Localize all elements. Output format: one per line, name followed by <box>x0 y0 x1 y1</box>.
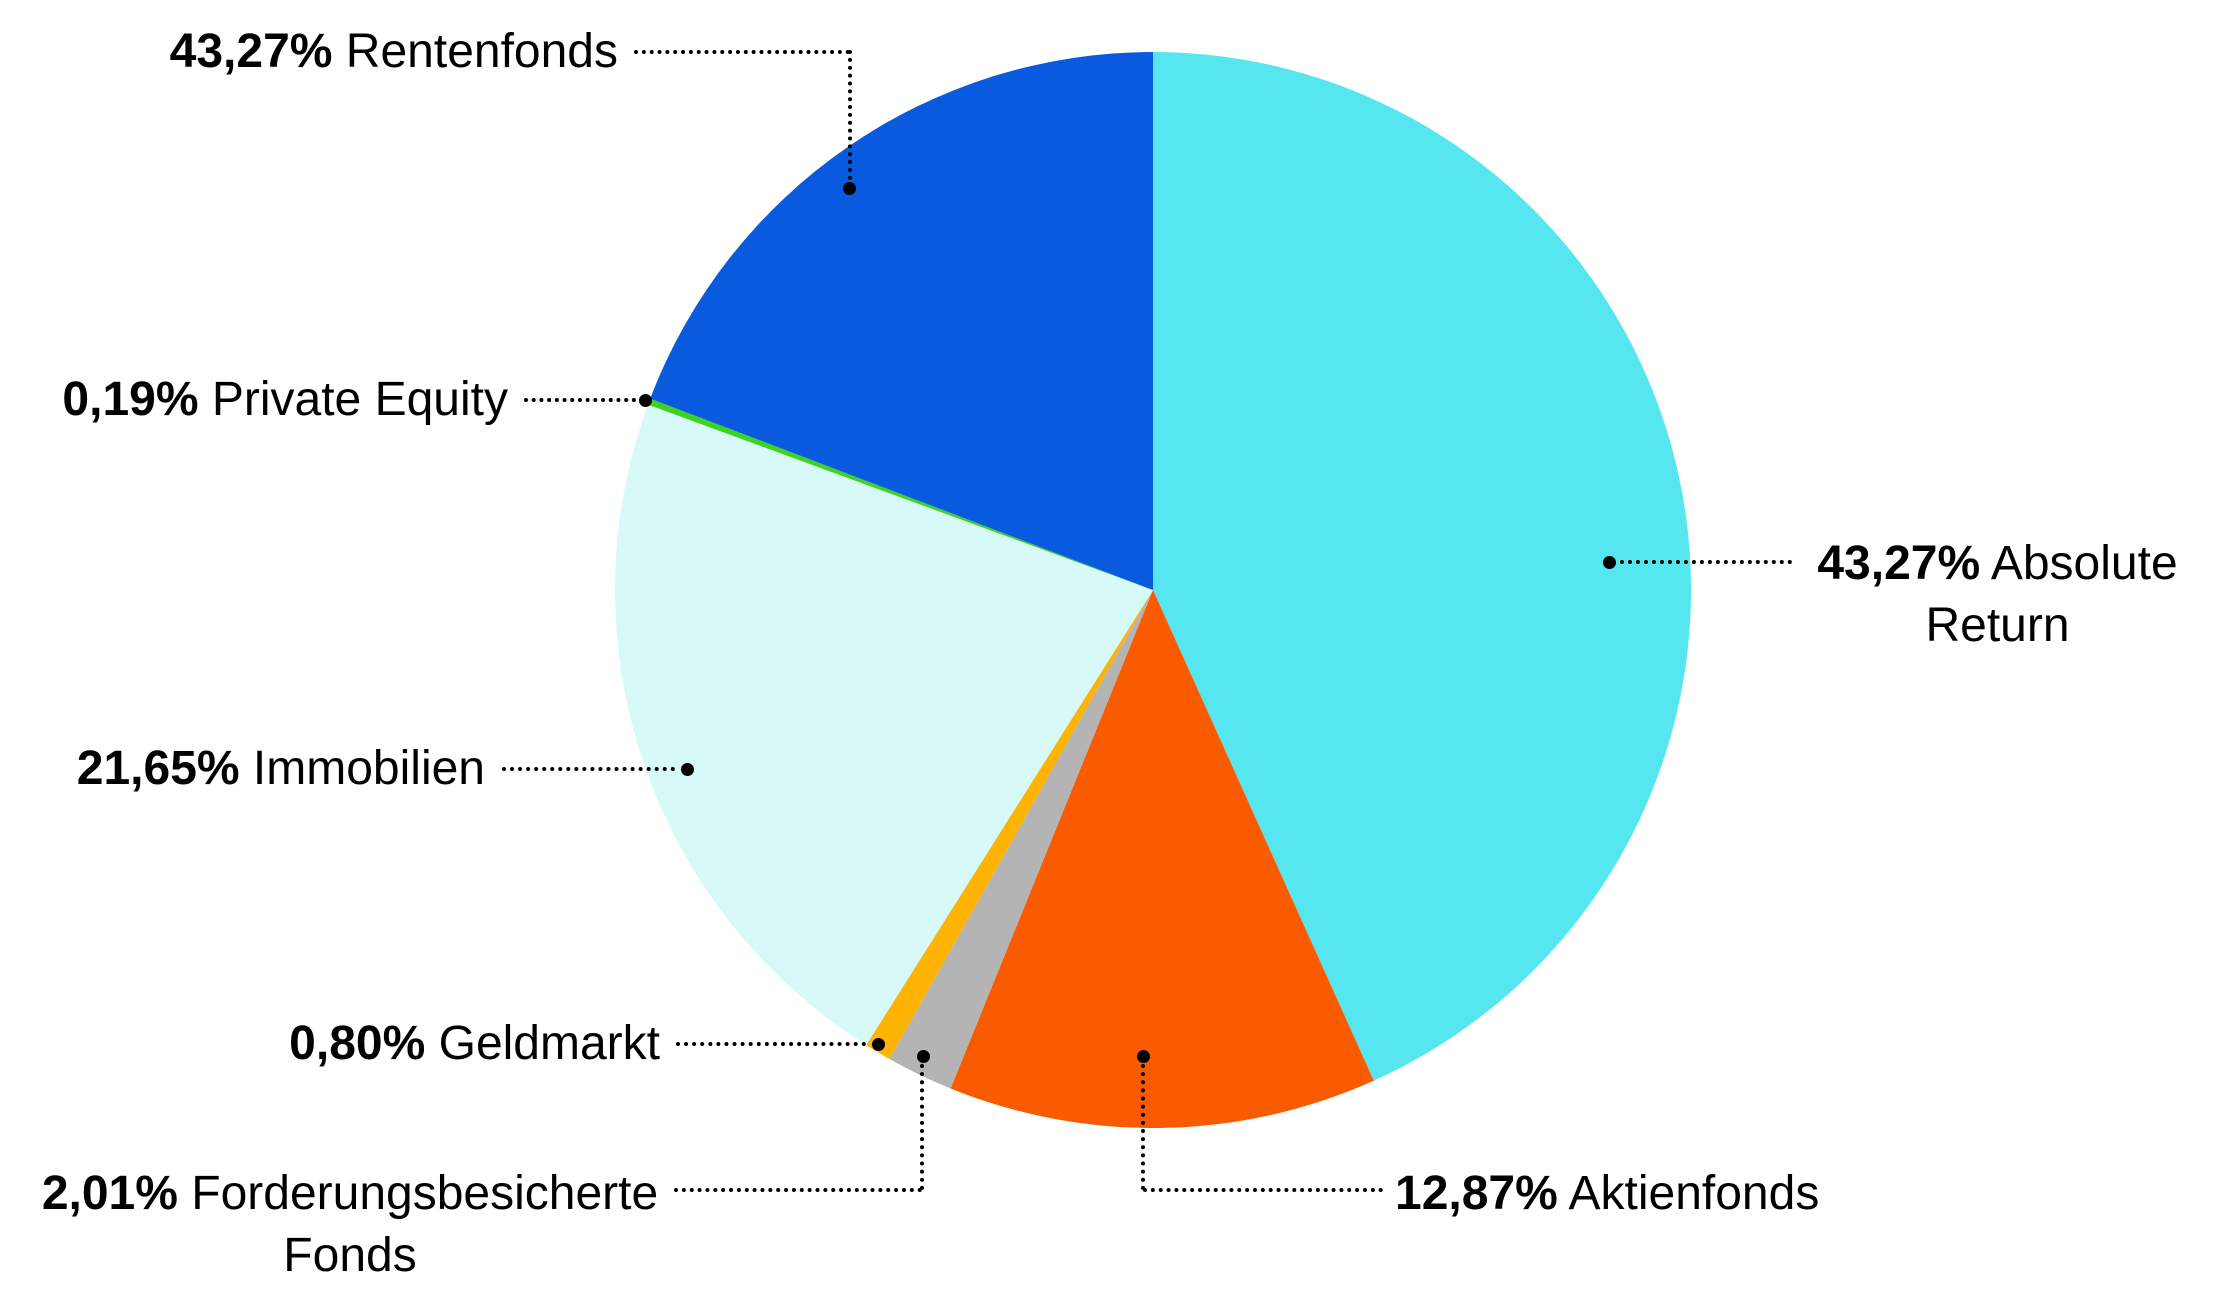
leader-geldmarkt-h <box>676 1042 866 1046</box>
label-geldmarkt: 0,80% Geldmarkt <box>0 1013 660 1075</box>
leader-private-equity-h <box>524 398 636 402</box>
label-immobilien-name: Immobilien <box>252 742 485 795</box>
pie-slice-immobilien <box>614 404 1153 1046</box>
pie-slice-geldmarkt <box>866 590 1153 1059</box>
label-aktienfonds: 12,87% Aktienfonds <box>1395 1163 1819 1225</box>
label-absolute-return-pct: 43,27% <box>1817 537 1981 590</box>
callout-dot-rentenfonds <box>843 182 856 195</box>
pie-slice-forderungsbesicherte-fonds <box>889 590 1153 1089</box>
label-private-equity-name: Private Equity <box>211 373 508 426</box>
leader-aktienfonds-h <box>1143 1188 1383 1192</box>
callout-dot-immobilien <box>681 763 694 776</box>
label-forderungsbesicherte-fonds: 2,01% Forderungsbesicherte Fonds <box>40 1163 660 1287</box>
label-aktienfonds-name: Aktienfonds <box>1568 1167 1820 1220</box>
leader-forderungsbesicherte-fonds-h <box>674 1188 922 1192</box>
callout-dot-geldmarkt <box>872 1038 885 1051</box>
label-aktienfonds-pct: 12,87% <box>1395 1167 1558 1220</box>
label-rentenfonds: 43,27% Rentenfonds <box>0 21 618 83</box>
leader-aktienfonds-v <box>1141 1064 1145 1190</box>
leader-rentenfonds-h <box>634 50 850 54</box>
callout-dot-forderungsbesicherte-fonds <box>917 1050 930 1063</box>
label-geldmarkt-name: Geldmarkt <box>438 1017 660 1070</box>
pie-slice-aktienfonds <box>950 590 1374 1128</box>
label-forderungsbesicherte-fonds-pct: 2,01% <box>41 1167 178 1220</box>
callout-dot-absolute-return <box>1603 556 1616 569</box>
label-immobilien-pct: 21,65% <box>76 742 240 795</box>
label-absolute-return-name: Absolute Return <box>1925 537 2178 652</box>
label-geldmarkt-pct: 0,80% <box>289 1017 426 1070</box>
label-forderungsbesicherte-fonds-name: Forderungsbesicherte Fonds <box>191 1167 659 1282</box>
label-rentenfonds-pct: 43,27% <box>169 25 333 78</box>
leader-rentenfonds-v <box>848 50 852 180</box>
callout-dot-private-equity <box>639 394 652 407</box>
label-immobilien: 21,65% Immobilien <box>0 738 485 800</box>
label-rentenfonds-name: Rentenfonds <box>345 25 618 78</box>
pie-slice-absolute-return <box>1153 52 1691 1081</box>
leader-absolute-return-h <box>1620 560 1792 564</box>
label-private-equity: 0,19% Private Equity <box>0 369 508 431</box>
leader-immobilien-h <box>502 767 675 771</box>
pie-slice-rentenfonds <box>650 52 1153 590</box>
leader-forderungsbesicherte-fonds-v <box>920 1064 924 1190</box>
label-private-equity-pct: 0,19% <box>62 373 199 426</box>
label-absolute-return: 43,27% Absolute Return <box>1805 533 2190 657</box>
pie-slice-private-equity <box>647 398 1153 590</box>
callout-dot-aktienfonds <box>1137 1050 1150 1063</box>
